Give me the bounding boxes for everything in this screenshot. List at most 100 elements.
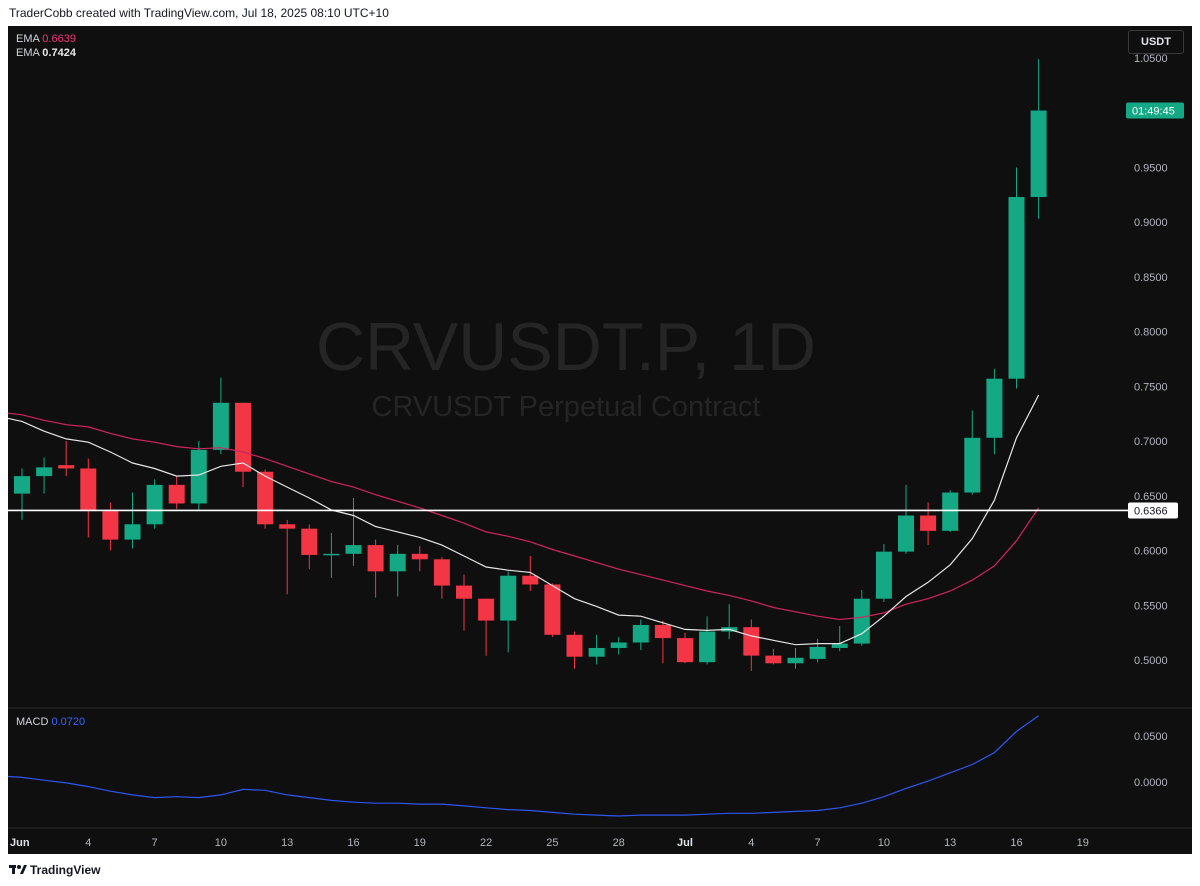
- credit-text: TraderCobb created with TradingView.com,…: [9, 6, 389, 20]
- candle[interactable]: [235, 402, 251, 488]
- ema-label-a: EMA: [16, 33, 40, 45]
- candle[interactable]: [456, 574, 472, 631]
- ema-legend-row-b[interactable]: EMA 0.7424: [16, 46, 76, 60]
- candle[interactable]: [544, 583, 561, 638]
- x-tick-label: 25: [546, 837, 558, 849]
- macd-line[interactable]: [8, 715, 1039, 817]
- candle[interactable]: [809, 639, 826, 663]
- candle[interactable]: [654, 620, 671, 664]
- ema-value-a: 0.6639: [42, 33, 76, 45]
- x-tick-label: 19: [414, 837, 426, 849]
- candle-body: [654, 624, 671, 639]
- candle-body: [124, 524, 141, 540]
- ema-line-b[interactable]: [8, 394, 1040, 646]
- macd-legend[interactable]: MACD 0.0720: [16, 716, 85, 728]
- candle[interactable]: [212, 377, 229, 455]
- candle[interactable]: [588, 634, 605, 665]
- ema-line-a[interactable]: [8, 412, 1040, 621]
- candle-body: [14, 476, 30, 494]
- watermark-title: CRVUSDT.P, 1D: [316, 309, 816, 385]
- candle[interactable]: [102, 502, 119, 551]
- x-tick-label: 4: [748, 837, 754, 849]
- candle[interactable]: [80, 458, 97, 538]
- candle[interactable]: [323, 533, 340, 578]
- y-tick-label: 0.5500: [1134, 600, 1168, 612]
- candle[interactable]: [478, 598, 495, 656]
- candle[interactable]: [898, 484, 914, 554]
- ema-value-b: 0.7424: [42, 47, 76, 59]
- candle[interactable]: [58, 441, 75, 477]
- candle-body: [433, 559, 450, 586]
- candle-body: [942, 492, 959, 531]
- candle[interactable]: [146, 479, 163, 529]
- candle[interactable]: [677, 632, 693, 664]
- candle-body: [699, 631, 716, 663]
- candle[interactable]: [124, 492, 141, 549]
- candle-body: [544, 584, 561, 635]
- candles-layer: [14, 59, 1047, 671]
- candle[interactable]: [765, 649, 782, 665]
- candle-body: [632, 624, 649, 643]
- candle-body: [566, 634, 583, 657]
- candle[interactable]: [632, 619, 649, 651]
- macd-layer: 0.0500 0.0000: [8, 715, 1168, 817]
- y-tick-label: 0.6500: [1134, 491, 1168, 503]
- candle-body: [920, 515, 937, 531]
- candle[interactable]: [1030, 59, 1047, 219]
- candle-body: [411, 553, 428, 560]
- candle[interactable]: [787, 647, 804, 669]
- candle[interactable]: [389, 545, 406, 597]
- candle[interactable]: [301, 524, 318, 570]
- horizontal-line-price-box: [1128, 502, 1178, 519]
- candle[interactable]: [14, 468, 30, 520]
- candle-body: [1008, 197, 1025, 379]
- candle[interactable]: [500, 571, 517, 653]
- candle[interactable]: [36, 457, 53, 494]
- candle-body: [898, 515, 914, 552]
- candle[interactable]: [367, 539, 384, 598]
- candle[interactable]: [964, 410, 981, 495]
- candle[interactable]: [345, 498, 362, 566]
- candle-body: [235, 402, 251, 472]
- candle[interactable]: [610, 637, 627, 655]
- candle-body: [478, 598, 495, 621]
- macd-label: MACD: [16, 716, 49, 728]
- macd-value: 0.0720: [51, 716, 86, 728]
- candle[interactable]: [1008, 167, 1025, 389]
- candle[interactable]: [831, 626, 848, 652]
- watermark-subtitle: CRVUSDT Perpetual Contract: [372, 391, 761, 423]
- y-tick-label: 0.8000: [1134, 327, 1168, 339]
- x-tick-label: 10: [878, 837, 890, 849]
- candle[interactable]: [566, 631, 583, 669]
- candle-body: [743, 627, 760, 656]
- candle[interactable]: [743, 619, 760, 671]
- y-tick-label: 0.7000: [1134, 436, 1168, 448]
- tradingview-brand[interactable]: TradingView: [30, 863, 101, 877]
- candle[interactable]: [411, 546, 428, 572]
- x-tick-label: 19: [1077, 837, 1089, 849]
- candle[interactable]: [875, 543, 892, 602]
- candle[interactable]: [920, 502, 937, 546]
- price-chart[interactable]: CRVUSDT.P, 1D CRVUSDT Perpetual Contract…: [8, 26, 1192, 854]
- axes-layer: 1.0500 0.9500 0.9000 0.8500 0.8000 0.7500 0.70…: [8, 53, 1192, 829]
- candle-body: [102, 511, 119, 540]
- candle[interactable]: [168, 476, 185, 509]
- candle[interactable]: [522, 556, 539, 592]
- candle-body: [345, 545, 362, 554]
- candle[interactable]: [699, 616, 716, 665]
- currency-button[interactable]: USDT: [1128, 30, 1184, 54]
- x-tick-label: 13: [944, 837, 956, 849]
- macd-y-tick-label: 0.0500: [1134, 731, 1168, 743]
- x-tick-label: 7: [815, 837, 821, 849]
- y-tick-label: 0.9000: [1134, 217, 1168, 229]
- ema-legend-row-a[interactable]: EMA 0.6639: [16, 32, 76, 46]
- chart-panel[interactable]: CRVUSDT.P, 1D CRVUSDT Perpetual Contract…: [8, 26, 1192, 854]
- candle-body: [610, 642, 627, 648]
- candle[interactable]: [433, 557, 450, 599]
- candle[interactable]: [721, 604, 738, 640]
- candle[interactable]: [986, 368, 1003, 455]
- candle-body: [522, 575, 539, 585]
- tradingview-logo-icon[interactable]: [9, 863, 27, 875]
- candle[interactable]: [279, 519, 296, 595]
- x-tick-label: 22: [480, 837, 492, 849]
